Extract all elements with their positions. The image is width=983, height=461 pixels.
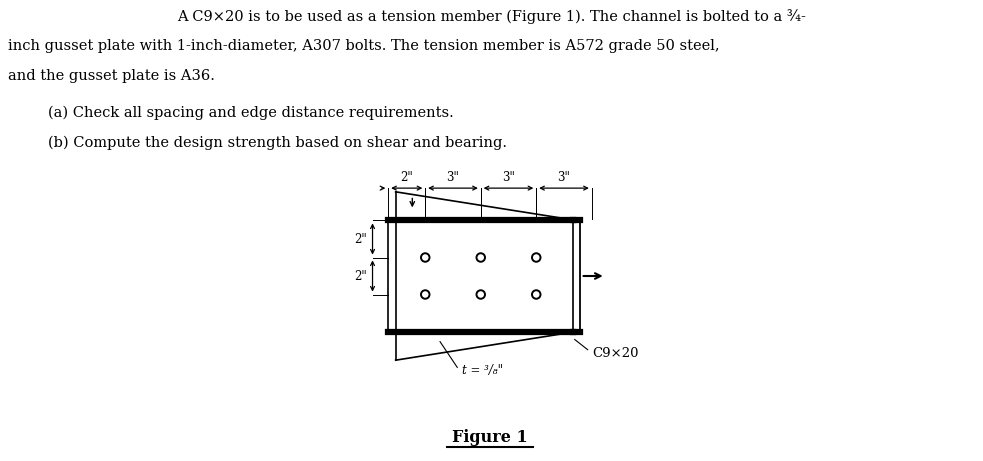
Text: C9×20: C9×20 — [593, 347, 639, 360]
Text: 3": 3" — [557, 171, 570, 184]
Circle shape — [477, 253, 485, 262]
Text: 2": 2" — [354, 270, 367, 283]
Text: 2": 2" — [354, 232, 367, 246]
Circle shape — [532, 253, 541, 262]
Circle shape — [421, 253, 430, 262]
Text: inch gusset plate with 1-inch-diameter, A307 bolts. The tension member is A572 g: inch gusset plate with 1-inch-diameter, … — [8, 39, 720, 53]
Bar — [388, 220, 573, 331]
Text: (b) Compute the design strength based on shear and bearing.: (b) Compute the design strength based on… — [48, 136, 507, 150]
Text: (a) Check all spacing and edge distance requirements.: (a) Check all spacing and edge distance … — [48, 106, 454, 120]
Circle shape — [477, 290, 485, 299]
Text: Figure 1: Figure 1 — [452, 429, 528, 445]
Text: 3": 3" — [502, 171, 515, 184]
Circle shape — [532, 290, 541, 299]
Circle shape — [421, 290, 430, 299]
Text: and the gusset plate is A36.: and the gusset plate is A36. — [8, 69, 215, 83]
Text: 3": 3" — [446, 171, 459, 184]
Text: A C9×20 is to be used as a tension member (Figure 1). The channel is bolted to a: A C9×20 is to be used as a tension membe… — [177, 9, 806, 24]
Text: 2": 2" — [400, 171, 413, 184]
Text: t = ³/₈": t = ³/₈" — [462, 364, 503, 377]
